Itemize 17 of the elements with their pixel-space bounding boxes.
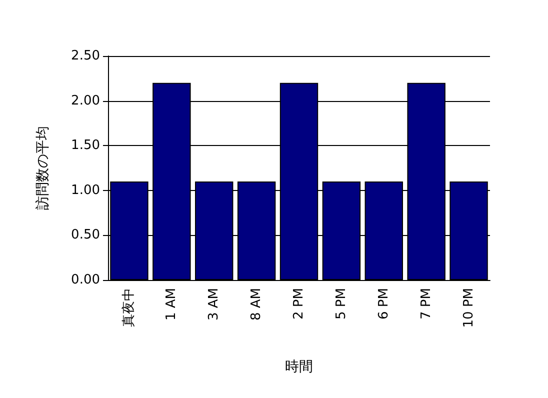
x-tick-label: 1 AM: [164, 288, 180, 321]
y-tick-label: 0.50: [71, 228, 100, 243]
x-tick-label: 7 PM: [418, 288, 434, 320]
x-tick-label: 3 AM: [206, 288, 222, 321]
y-tick-label: 1.00: [71, 182, 100, 198]
x-tick-label: 8 AM: [249, 288, 264, 321]
y-tick-label: 2.00: [71, 93, 100, 108]
x-tick-label: 5 PM: [334, 288, 349, 320]
x-tick-label: 真夜中: [120, 288, 137, 327]
y-tick-label: 0.00: [71, 272, 100, 288]
y-tick-label: 2.50: [71, 48, 100, 64]
x-tick-label: 2 PM: [292, 288, 306, 320]
y-tick-label: 1.50: [71, 138, 100, 154]
y-axis-title: 訪問数の平均: [35, 126, 51, 210]
x-tick-label: 6 PM: [376, 288, 392, 320]
x-axis-title: 時間: [285, 359, 313, 375]
x-tick-label: 10 PM: [461, 288, 476, 328]
